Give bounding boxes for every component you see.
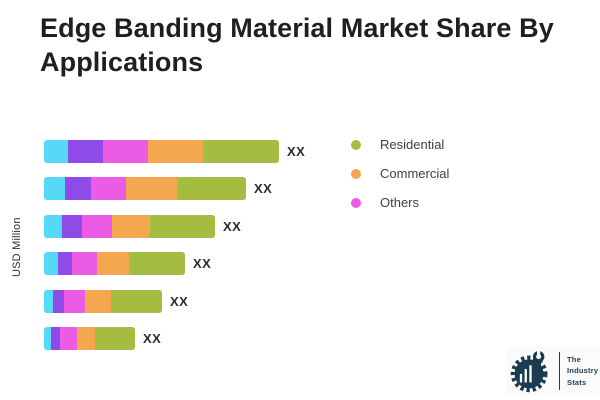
bar-segment	[65, 177, 91, 200]
legend-label-residential: Residential	[380, 137, 445, 152]
bar-segments	[44, 177, 246, 200]
bar-segment	[72, 252, 97, 275]
bar-row: XX	[44, 252, 211, 275]
bar-segments	[44, 290, 162, 313]
bar-segment	[129, 252, 185, 275]
bar-row: XX	[44, 140, 305, 163]
legend-label-commercial: Commercial	[380, 166, 450, 181]
bar-segment	[203, 140, 279, 163]
bar-segment	[51, 327, 60, 350]
y-axis-label: USD Million	[11, 217, 23, 277]
bar-segment	[68, 140, 103, 163]
legend-dot-others-icon	[351, 197, 361, 208]
bar-segment	[112, 215, 150, 238]
bar-segment	[60, 327, 77, 350]
brand-text-line-1: The	[567, 354, 581, 364]
bar-value-label: XX	[170, 294, 189, 309]
bar-value-label: XX	[223, 219, 242, 234]
legend-dot-residential-icon	[351, 139, 361, 150]
bar-segment	[62, 215, 82, 238]
industry-stats-gear-wrench-icon	[510, 350, 548, 393]
brand-text-line-3: Stats	[567, 377, 587, 387]
bar-segment	[44, 140, 68, 163]
legend-item-commercial: Commercial	[351, 159, 449, 188]
bar-segment	[148, 140, 203, 163]
legend-dot-commercial-icon	[351, 168, 361, 179]
legend-item-residential: Residential	[351, 130, 449, 159]
bar-segment	[53, 290, 64, 313]
bar-value-label: XX	[287, 144, 306, 159]
bar-value-label: XX	[143, 331, 162, 346]
bar-segment	[85, 290, 111, 313]
bar-segment	[44, 252, 58, 275]
logo-divider	[559, 352, 560, 390]
bar-segment	[58, 252, 72, 275]
bar-value-label: XX	[193, 256, 212, 271]
bar-segment	[44, 290, 53, 313]
brand-text-line-2: Industry	[567, 366, 599, 376]
plot-area: XX XX XX XX XX XX	[44, 140, 354, 355]
bar-segments	[44, 327, 135, 350]
bar-segment	[111, 290, 162, 313]
chart-title: Edge Banding Material Market Share By Ap…	[40, 12, 585, 80]
bar-segment	[150, 215, 215, 238]
chart-title-line-1: Edge Banding Material Market Share By	[40, 13, 554, 43]
bar-segments	[44, 140, 279, 163]
bar-segment	[177, 177, 246, 200]
bar-segment	[64, 290, 85, 313]
legend-label-others: Others	[380, 195, 420, 210]
bar-segment	[44, 215, 62, 238]
bar-segment	[44, 177, 65, 200]
bar-segments	[44, 215, 215, 238]
chart-title-line-2: Applications	[40, 46, 204, 77]
bar-row: XX	[44, 327, 161, 350]
bar-segment	[103, 140, 148, 163]
bar-segment	[91, 177, 126, 200]
bar-segment	[126, 177, 177, 200]
bar-segment	[77, 327, 95, 350]
legend: Residential Commercial Others	[351, 130, 449, 217]
bar-segment	[95, 327, 135, 350]
bar-segments	[44, 252, 185, 275]
legend-item-others: Others	[351, 188, 449, 217]
bar-segment	[82, 215, 112, 238]
bar-segment	[44, 327, 51, 350]
bar-row: XX	[44, 215, 241, 238]
bar-row: XX	[44, 177, 272, 200]
brand-text: The Industry Stats	[567, 354, 598, 389]
bar-value-label: XX	[254, 181, 273, 196]
bar-segment	[97, 252, 129, 275]
brand-logo: The Industry Stats	[506, 346, 600, 396]
bar-row: XX	[44, 290, 188, 313]
